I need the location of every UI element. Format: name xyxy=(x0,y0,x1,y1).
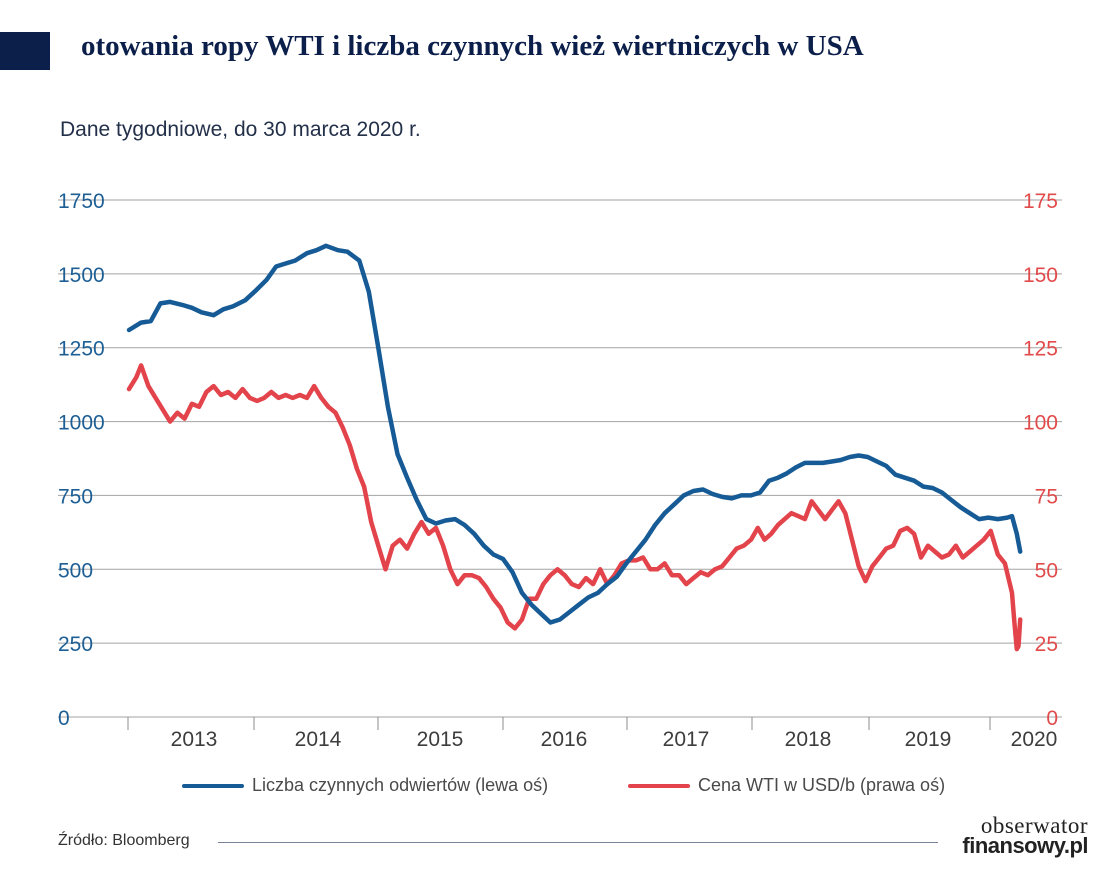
x-tick-label: 2017 xyxy=(663,728,710,751)
y-right-tick-label: 150 xyxy=(1023,264,1058,287)
legend-item-rigs: Liczba czynnych odwiertów (lewa oś) xyxy=(182,775,548,796)
chart-title: Notowania ropy WTI i liczba czynnych wie… xyxy=(58,30,864,63)
legend-item-wti: Cena WTI w USD/b (prawa oś) xyxy=(628,775,945,796)
x-tick-label: 2016 xyxy=(541,728,588,751)
y-left-tick-label: 750 xyxy=(58,485,93,508)
title-text: otowania ropy WTI i liczba czynnych wież… xyxy=(80,30,864,62)
y-right-tick-label: 25 xyxy=(1035,633,1058,656)
y-left-tick-label: 500 xyxy=(58,559,93,582)
title-accent-bar xyxy=(0,32,50,70)
source-divider xyxy=(218,842,938,843)
x-tick-label: 2020 xyxy=(1011,728,1058,751)
legend-label-wti: Cena WTI w USD/b (prawa oś) xyxy=(698,775,946,795)
x-tick-label: 2013 xyxy=(171,728,218,751)
logo-line-1: obserwator xyxy=(980,813,1088,838)
title-initial: N xyxy=(58,30,79,62)
y-right-tick-label: 50 xyxy=(1035,559,1058,582)
y-right-tick-label: 75 xyxy=(1035,485,1058,508)
legend-swatch-rigs xyxy=(182,783,244,788)
series-line-rigs xyxy=(126,243,1023,625)
y-left-tick-label: 1250 xyxy=(58,338,105,361)
y-right-tick-label: 125 xyxy=(1023,338,1058,361)
legend-label-rigs: Liczba czynnych odwiertów (lewa oś) xyxy=(252,775,549,795)
y-left-tick-label: 0 xyxy=(58,707,70,730)
x-tick-label: 2014 xyxy=(295,728,342,751)
logo-line-2: finansowy.pl xyxy=(962,833,1088,858)
x-tick-label: 2015 xyxy=(417,728,464,751)
legend-swatch-wti xyxy=(628,783,690,788)
y-left-tick-label: 1000 xyxy=(58,412,105,435)
y-left-tick-label: 1750 xyxy=(58,190,105,213)
y-right-tick-label: 175 xyxy=(1023,190,1058,213)
y-left-tick-label: 250 xyxy=(58,633,93,656)
x-tick-label: 2019 xyxy=(905,728,952,751)
series-line-wti xyxy=(126,363,1023,652)
y-left-tick-label: 1500 xyxy=(58,264,105,287)
y-right-tick-label: 0 xyxy=(1046,707,1058,730)
publisher-logo: obserwator finansowy.pl xyxy=(962,813,1088,858)
chart-subtitle: Dane tygodniowe, do 30 marca 2020 r. xyxy=(60,118,421,141)
x-tick-label: 2018 xyxy=(785,728,832,751)
y-right-tick-label: 100 xyxy=(1023,412,1058,435)
source-note: Źródło: Bloomberg xyxy=(58,832,190,849)
